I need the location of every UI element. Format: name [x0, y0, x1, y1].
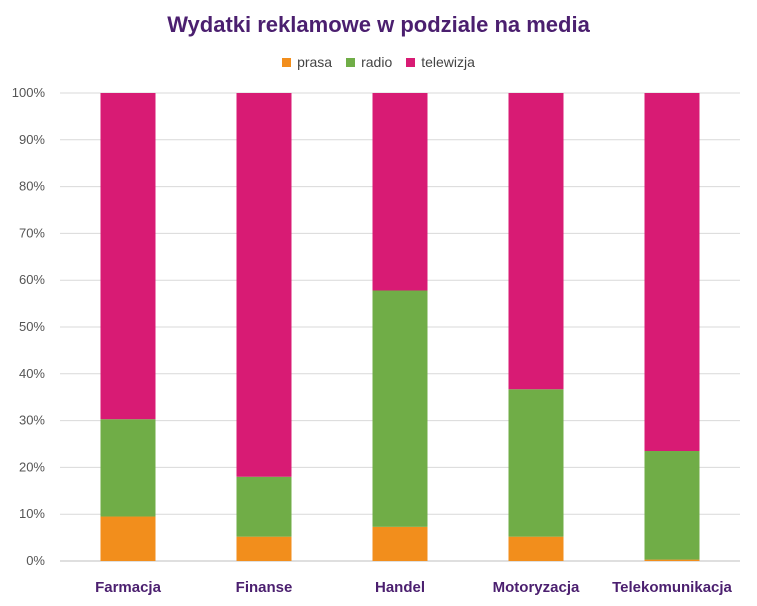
bar-segment-radio [644, 451, 700, 560]
legend-item-telewizja: telewizja [406, 54, 475, 70]
y-tick-label: 90% [19, 132, 45, 147]
y-tick-label: 0% [26, 553, 45, 568]
y-tick-label: 80% [19, 179, 45, 194]
y-tick-label: 20% [19, 459, 45, 474]
x-tick-label: Handel [375, 579, 425, 596]
legend-label-telewizja: telewizja [421, 54, 475, 70]
bar-segment-telewizja [644, 93, 700, 452]
bar-segment-prasa [508, 536, 564, 561]
legend-swatch-radio [346, 57, 356, 67]
bar-segment-telewizja [508, 93, 564, 390]
y-tick-label: 10% [19, 506, 45, 521]
chart-title: Wydatki reklamowe w podziale na media [167, 12, 590, 37]
legend-swatch-prasa [282, 57, 292, 67]
bar-segment-radio [236, 476, 292, 537]
y-tick-label: 40% [19, 366, 45, 381]
bar-segment-telewizja [100, 93, 156, 420]
bar-segment-telewizja [236, 93, 292, 477]
x-tick-label: Telekomunikacja [612, 579, 732, 596]
y-tick-label: 70% [19, 225, 45, 240]
bar-segment-radio [100, 419, 156, 517]
y-tick-label: 100% [12, 85, 46, 100]
bar-segment-telewizja [372, 93, 428, 291]
legend: prasa radio telewizja [0, 54, 757, 70]
bar-segment-radio [372, 290, 428, 527]
x-tick-label: Farmacja [95, 579, 162, 596]
bar-segment-radio [508, 389, 564, 537]
legend-item-radio: radio [346, 54, 392, 70]
legend-label-radio: radio [361, 54, 393, 70]
bar-segment-prasa [372, 526, 428, 561]
bar-segment-prasa [236, 536, 292, 561]
x-tick-label: Motoryzacja [493, 579, 580, 596]
legend-swatch-telewizja [406, 57, 416, 67]
bar-segment-prasa [100, 516, 156, 561]
y-tick-label: 60% [19, 272, 45, 287]
y-tick-label: 30% [19, 413, 45, 428]
x-tick-label: Finanse [236, 579, 293, 596]
legend-item-prasa: prasa [282, 54, 332, 70]
bar-segment-prasa [644, 559, 700, 561]
legend-label-prasa: prasa [297, 54, 333, 70]
y-tick-label: 50% [19, 319, 45, 334]
